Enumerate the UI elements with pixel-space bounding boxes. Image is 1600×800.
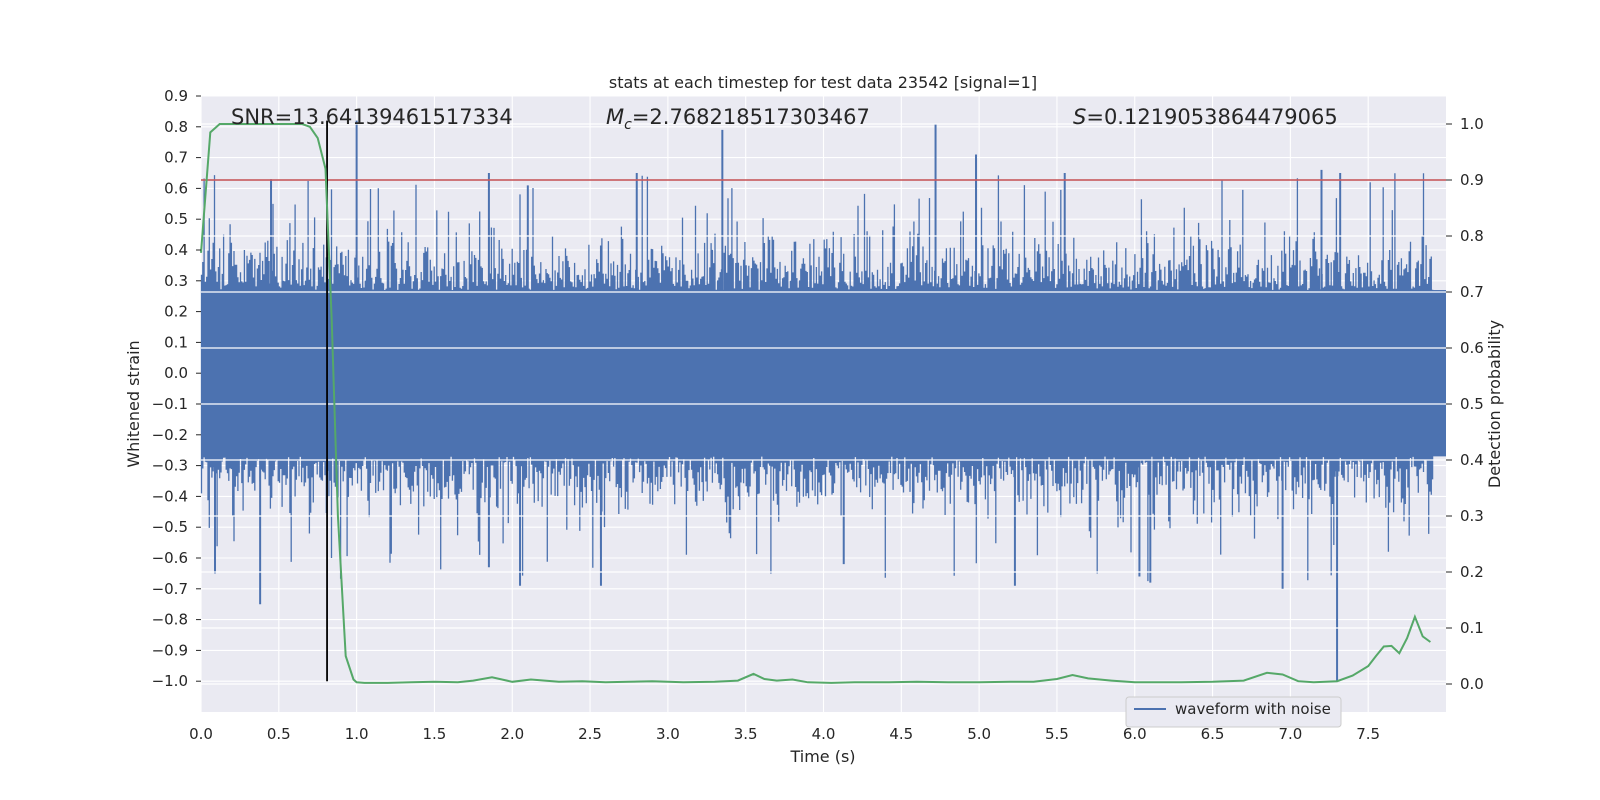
y-tick-label: −0.6 (152, 549, 188, 567)
legend-label: waveform with noise (1175, 700, 1331, 718)
x-tick-label: 5.5 (1045, 725, 1069, 743)
s-annotation: S=0.1219053864479065 (1073, 105, 1338, 129)
x-tick-label: 6.0 (1123, 725, 1147, 743)
x-tick-label: 7.0 (1278, 725, 1302, 743)
x-axis-label: Time (s) (789, 747, 855, 766)
y-tick-label: 0.1 (164, 333, 188, 351)
y-axis-label: Whitened strain (124, 340, 143, 467)
y-tick-label: 0.9 (164, 87, 188, 105)
y2-tick-label: 0.3 (1460, 507, 1484, 525)
legend: waveform with noise (1125, 696, 1342, 728)
y-tick-label: −0.3 (152, 457, 188, 475)
y2-tick-label: 0.8 (1460, 227, 1484, 245)
chirp-mass-subscript: c (624, 117, 632, 133)
y-tick-label: 0.0 (164, 364, 188, 382)
detection-probability-line (200, 123, 1431, 684)
axis-ticks: 0.0 0.5 1.0 1.5 2.0 2.5 3.0 3.5 4.0 4.5 5.0 5.5 6.0 6… (152, 87, 1484, 743)
y2-tick-label: 0.7 (1460, 283, 1484, 301)
x-tick-label: 1.0 (345, 725, 369, 743)
x-tick-label: 1.5 (423, 725, 447, 743)
x-tick-label: 4.5 (889, 725, 913, 743)
y-tick-label: −0.5 (152, 518, 188, 536)
x-tick-label: 2.0 (500, 725, 524, 743)
y2-tick-label: 0.4 (1460, 451, 1484, 469)
x-tick-label: 6.5 (1201, 725, 1225, 743)
chart-title: stats at each timestep for test data 235… (609, 73, 1037, 92)
y-tick-label: 0.3 (164, 272, 188, 290)
legend-box (1125, 696, 1342, 728)
y2-tick-label: 0.2 (1460, 563, 1484, 581)
y-tick-label: −0.8 (152, 611, 188, 629)
y2-tick-label: 0.5 (1460, 395, 1484, 413)
y-tick-label: −1.0 (152, 672, 188, 690)
x-tick-label: 3.0 (656, 725, 680, 743)
x-tick-label: 0.0 (189, 725, 213, 743)
overlays (200, 120, 1446, 685)
waveform-line (200, 173, 1434, 582)
y2-tick-label: 0.9 (1460, 171, 1484, 189)
x-tick-label: 7.5 (1356, 725, 1380, 743)
x-tick-label: 4.0 (812, 725, 836, 743)
y2-tick-label: 0.6 (1460, 339, 1484, 357)
y-tick-label: −0.1 (152, 395, 188, 413)
x-tick-label: 2.5 (578, 725, 602, 743)
y-tick-label: 0.8 (164, 118, 188, 136)
chirp-mass-symbol: M (606, 105, 624, 129)
x-tick-label: 0.5 (267, 725, 291, 743)
y-tick-label: −0.2 (152, 426, 188, 444)
y-tick-label: −0.9 (152, 641, 188, 659)
y-tick-label: −0.4 (152, 487, 188, 505)
x-tick-label: 3.5 (734, 725, 758, 743)
y-tick-label: 0.6 (164, 179, 188, 197)
y-tick-label: 0.2 (164, 303, 188, 321)
snr-annotation: SNR=13.64139461517334 (231, 105, 513, 129)
y2-axis-label: Detection probability (1485, 320, 1504, 488)
y2-tick-label: 0.1 (1460, 619, 1484, 637)
chirp-mass-annotation: Mc=2.768218517303467 (606, 105, 870, 133)
y-tick-label: 0.4 (164, 241, 188, 259)
s-symbol: S (1073, 105, 1086, 129)
y2-tick-label: 1.0 (1460, 115, 1484, 133)
y2-tick-label: 0.0 (1460, 675, 1484, 693)
chirp-mass-value: =2.768218517303467 (632, 105, 870, 129)
y-tick-label: 0.7 (164, 149, 188, 167)
waveform-series (200, 120, 1446, 682)
s-value: =0.1219053864479065 (1086, 105, 1337, 129)
x-tick-label: 5.0 (967, 725, 991, 743)
y-tick-label: −0.7 (152, 580, 188, 598)
y-tick-label: 0.5 (164, 210, 188, 228)
